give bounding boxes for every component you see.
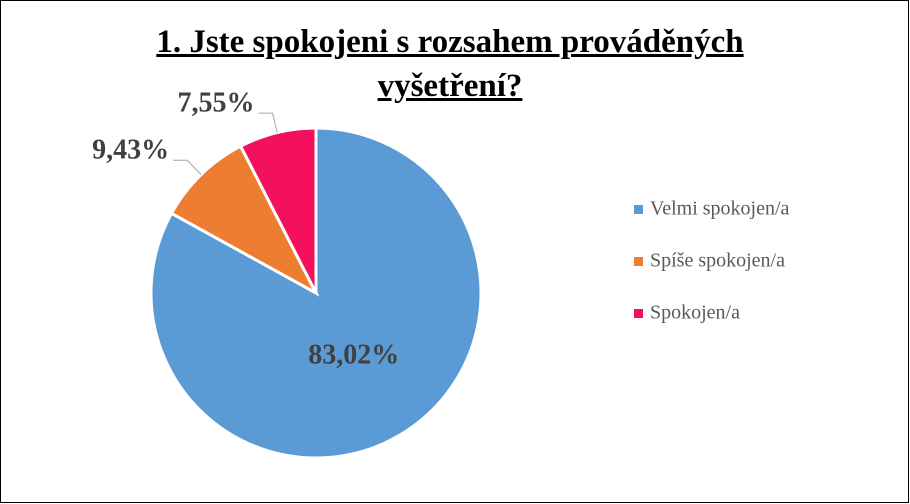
leader-line bbox=[173, 159, 202, 175]
chart-title: 1. Jste spokojeni s rozsahem prováděných… bbox=[156, 24, 744, 104]
legend-label: Spíše spokojen/a bbox=[650, 250, 785, 272]
data-label: 83,02% bbox=[308, 339, 399, 370]
data-label: 9,43% bbox=[92, 135, 169, 166]
legend-swatch bbox=[634, 257, 643, 266]
legend-swatch bbox=[634, 309, 643, 318]
legend-label: Spokojen/a bbox=[650, 302, 740, 324]
data-label: 7,55% bbox=[178, 88, 255, 119]
leader-line bbox=[258, 112, 278, 133]
legend-label: Velmi spokojen/a bbox=[650, 198, 790, 220]
legend-swatch bbox=[634, 205, 643, 214]
